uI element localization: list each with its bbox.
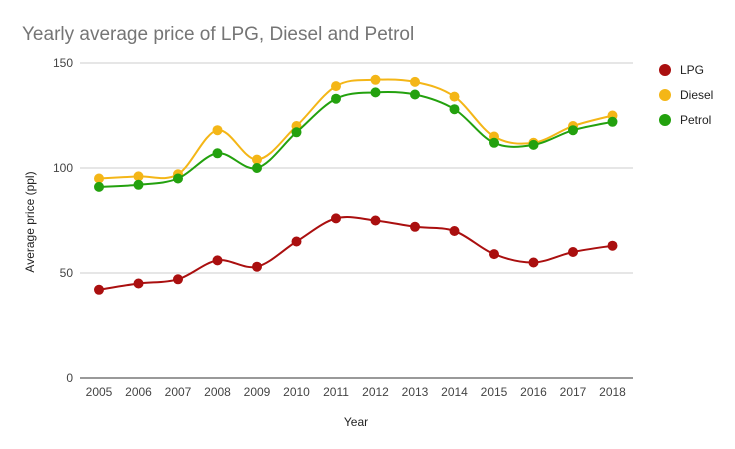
data-point-lpg [370,215,381,226]
data-point-diesel [133,171,144,182]
x-axis-label: Year [344,415,368,429]
series-group [94,74,618,295]
data-point-lpg [291,236,302,247]
data-point-diesel [410,76,420,87]
data-point-diesel [331,81,341,92]
data-point-petrol [528,139,539,150]
data-point-petrol [173,173,183,184]
x-tick-label: 2006 [125,385,152,399]
x-tick-label: 2011 [323,385,349,399]
x-tick-label: 2008 [204,385,231,399]
x-tick-label: 2014 [441,385,468,399]
legend-marker-diesel [659,89,671,101]
y-tick-label: 50 [60,266,74,280]
data-point-diesel [252,154,262,165]
data-point-petrol [410,89,420,100]
legend-label-diesel: Diesel [680,88,713,102]
data-point-petrol [212,148,223,159]
data-point-lpg [607,240,618,251]
data-point-petrol [252,163,262,173]
data-point-lpg [133,278,144,289]
chart-title: Yearly average price of LPG, Diesel and … [22,24,414,45]
legend: LPG Diesel Petrol [659,63,713,127]
x-tick-label: 2009 [244,385,271,399]
data-point-diesel [449,91,460,102]
data-point-diesel [94,173,104,184]
grid [80,62,633,379]
y-tick-label: 150 [53,56,73,70]
y-axis-label: Average price (ppl) [23,171,37,272]
data-point-petrol [568,125,578,136]
data-point-diesel [212,125,223,136]
data-point-petrol [94,181,104,192]
data-point-lpg [94,284,104,295]
x-tick-label: 2017 [560,385,587,399]
data-point-petrol [291,127,302,138]
legend-marker-petrol [659,114,671,126]
data-point-lpg [568,247,578,257]
x-tick-label: 2012 [362,385,389,399]
data-point-petrol [370,87,381,98]
x-tick-label: 2013 [402,385,429,399]
data-point-petrol [607,116,618,127]
x-tick-label: 2016 [520,385,547,399]
y-tick-label: 100 [53,161,73,175]
x-tick-label: 2005 [86,385,113,399]
legend-label-petrol: Petrol [680,113,711,127]
data-point-petrol [489,137,499,148]
data-point-lpg [410,221,420,232]
data-point-lpg [252,261,262,272]
x-axis-ticks: 2005 2006 2007 2008 2009 2010 2011 2012 2013 2014… [86,385,627,399]
data-point-petrol [133,179,144,190]
x-tick-label: 2007 [165,385,192,399]
data-point-lpg [173,274,183,285]
data-point-lpg [528,257,539,268]
x-tick-label: 2018 [599,385,626,399]
y-tick-label: 0 [66,371,73,385]
x-tick-label: 2010 [283,385,310,399]
data-point-petrol [331,93,341,104]
series-lpg [94,213,618,295]
data-point-lpg [331,213,341,224]
data-point-petrol [449,104,460,115]
data-point-lpg [212,255,223,266]
x-tick-label: 2015 [481,385,508,399]
data-point-lpg [449,226,460,236]
legend-label-lpg: LPG [680,63,704,77]
series-diesel [94,74,618,184]
series-petrol [94,87,618,192]
y-axis-ticks: 0 50 100 150 [53,56,73,385]
data-point-diesel [370,74,381,85]
legend-marker-lpg [659,64,671,76]
data-point-lpg [489,249,499,260]
